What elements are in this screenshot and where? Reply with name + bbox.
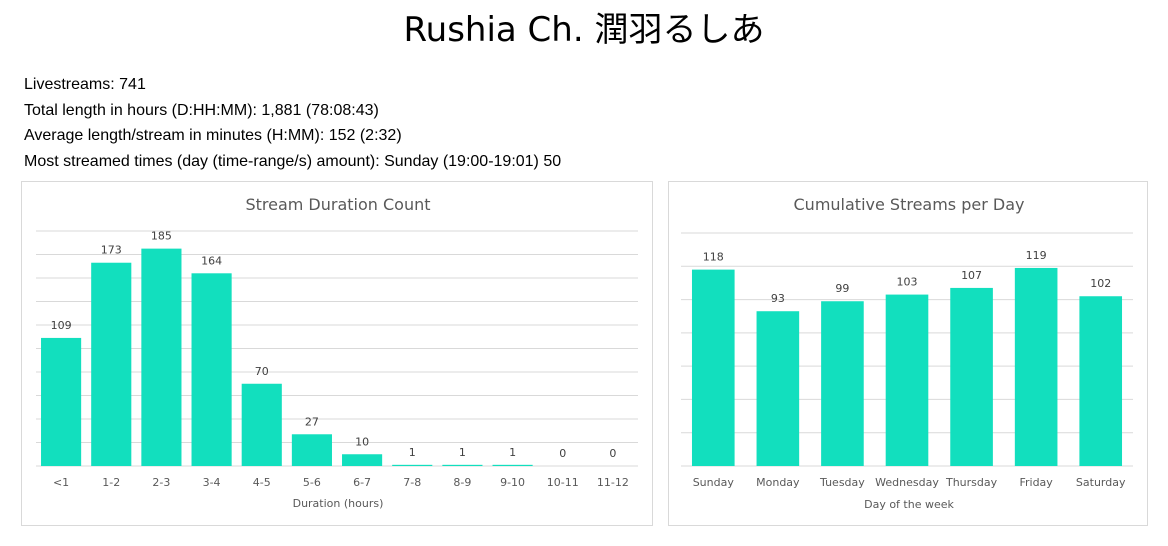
- duration-chart-data-label: 1: [509, 446, 516, 459]
- duration-chart-data-label: 164: [201, 254, 222, 267]
- duration-chart-grid: [36, 230, 638, 467]
- duration-chart-bar: [392, 464, 433, 466]
- weekday-chart: Cumulative Streams per Day 118 93 99 103 107…: [681, 195, 1133, 511]
- weekday-chart-x-axis-label: Day of the week: [864, 498, 954, 511]
- weekday-chart-data-labels: 118 93 99 103 107 119 102: [703, 249, 1111, 305]
- duration-chart-x-axis-label: Duration (hours): [293, 497, 384, 510]
- duration-chart-data-label: 0: [559, 447, 566, 460]
- duration-chart-bar: [241, 383, 282, 466]
- duration-chart-x-tick-label: 4-5: [253, 476, 271, 489]
- duration-chart-x-tick-label: 3-4: [203, 476, 221, 489]
- duration-chart-bar: [342, 454, 383, 466]
- weekday-chart-data-label: 103: [897, 276, 918, 289]
- weekday-chart-data-label: 93: [771, 292, 785, 305]
- duration-chart-data-label: 1: [459, 446, 466, 459]
- weekday-chart-bar: [1079, 296, 1123, 466]
- duration-chart-data-label: 109: [51, 319, 72, 332]
- duration-chart-x-tick-label: 7-8: [403, 476, 421, 489]
- duration-chart-x-tick-label: 9-10: [500, 476, 525, 489]
- duration-chart-bar: [442, 464, 483, 466]
- weekday-chart-x-ticks: Sunday Monday Tuesday Wednesday Thursday Frid…: [693, 476, 1126, 489]
- weekday-chart-x-tick-label: Wednesday: [875, 476, 939, 489]
- weekday-chart-bar: [821, 301, 864, 466]
- duration-chart-bar: [41, 337, 82, 466]
- duration-chart-data-label: 10: [355, 435, 369, 448]
- duration-chart-title: Stream Duration Count: [245, 195, 430, 214]
- duration-chart-x-tick-label: 8-9: [453, 476, 471, 489]
- weekday-chart-x-tick-label: Saturday: [1076, 476, 1126, 489]
- weekday-chart-bar: [950, 287, 993, 466]
- weekday-chart-data-label: 99: [835, 282, 849, 295]
- duration-chart-x-ticks: <1 1-2 2-3 3-4 4-5 5-6 6-7 7-8 8-9 9-10 10-11 11-12: [53, 476, 629, 489]
- weekday-chart-bar: [885, 294, 929, 466]
- duration-chart: Stream Duration Count 109173185164702710…: [36, 195, 638, 510]
- stat-livestreams: Livestreams: 741: [24, 76, 146, 93]
- duration-chart-x-tick-label: 10-11: [547, 476, 579, 489]
- weekday-chart-data-label: 102: [1090, 277, 1111, 290]
- weekday-chart-x-tick-label: Friday: [1019, 476, 1053, 489]
- duration-chart-bar: [291, 434, 332, 466]
- duration-chart-data-label: 185: [151, 230, 172, 243]
- weekday-chart-data-label: 119: [1026, 249, 1047, 262]
- weekday-chart-bar: [1014, 267, 1058, 466]
- duration-chart-x-tick-label: 1-2: [102, 476, 120, 489]
- weekday-chart-title: Cumulative Streams per Day: [794, 195, 1025, 214]
- duration-chart-x-tick-label: <1: [53, 476, 69, 489]
- stat-most-streamed-times: Most streamed times (day (time-range/s) …: [24, 152, 562, 170]
- stat-average-length: Average length/stream in minutes (H:MM):…: [24, 127, 402, 144]
- duration-chart-bars: [41, 248, 533, 466]
- weekday-chart-data-label: 118: [703, 251, 724, 264]
- duration-chart-bar: [191, 273, 232, 466]
- duration-chart-x-tick-label: 6-7: [353, 476, 371, 489]
- weekday-chart-x-tick-label: Sunday: [693, 476, 735, 489]
- page-title: Rushia Ch. 潤羽るしあ: [403, 10, 765, 50]
- weekday-chart-bars: [691, 267, 1123, 466]
- weekday-chart-bar: [756, 311, 800, 466]
- duration-chart-data-label: 173: [101, 244, 122, 257]
- duration-chart-bar: [141, 248, 182, 466]
- weekday-chart-data-label: 107: [961, 269, 982, 282]
- duration-chart-x-tick-label: 2-3: [152, 476, 170, 489]
- weekday-chart-x-tick-label: Monday: [756, 476, 800, 489]
- weekday-chart-bar: [691, 269, 735, 466]
- weekday-chart-x-tick-label: Thursday: [945, 476, 998, 489]
- duration-chart-data-label: 27: [305, 415, 319, 428]
- duration-chart-x-tick-label: 5-6: [303, 476, 321, 489]
- weekday-chart-x-tick-label: Tuesday: [819, 476, 865, 489]
- duration-chart-bar: [91, 262, 132, 466]
- duration-chart-data-label: 0: [609, 447, 616, 460]
- duration-chart-panel: Stream Duration Count 109 173 185 164 70 27 10…: [21, 181, 653, 526]
- stats-block: Livestreams: 741 Total length in hours (…: [24, 72, 561, 174]
- duration-chart-data-label: 70: [255, 365, 269, 378]
- duration-chart-bar: [492, 464, 533, 466]
- duration-chart-data-label: 1: [409, 446, 416, 459]
- weekday-chart-panel: Cumulative Streams per Day 118 93 99 103 107…: [668, 181, 1148, 526]
- stat-total-length: Total length in hours (D:HH:MM): 1,881 (…: [24, 101, 379, 119]
- duration-chart-x-tick-label: 11-12: [597, 476, 629, 489]
